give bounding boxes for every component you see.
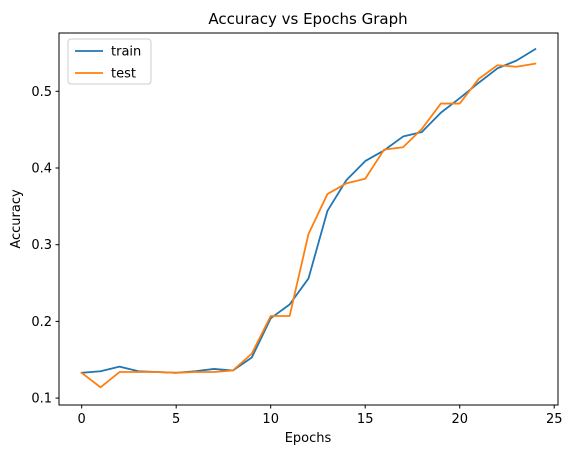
y-tick-label: 0.4 [31,161,52,176]
y-axis-title: Accuracy [9,189,24,249]
plot-frame [58,32,559,406]
y-tick-label: 0.2 [31,315,52,330]
legend-label-test: test [111,67,136,82]
x-tick-label: 20 [451,412,468,427]
y-axis-ticks: 0.1 0.2 0.3 0.4 0.5 [31,85,59,407]
series-line-test [80,62,537,389]
x-axis-ticks: 0 5 10 15 20 25 [78,405,563,427]
x-tick-label: 15 [357,412,374,427]
legend: train test [67,38,152,85]
x-tick-label: 10 [262,412,279,427]
y-tick-label: 0.1 [31,392,52,407]
y-tick-label: 0.5 [31,85,52,100]
x-tick-label: 5 [172,412,180,427]
series-lines [80,47,537,389]
x-tick-label: 0 [78,412,86,427]
x-tick-label: 25 [546,412,563,427]
chart-title: Accuracy vs Epochs Graph [208,10,407,28]
x-axis-title: Epochs [285,431,332,446]
y-tick-label: 0.3 [31,238,52,253]
legend-label-train: train [111,45,141,60]
